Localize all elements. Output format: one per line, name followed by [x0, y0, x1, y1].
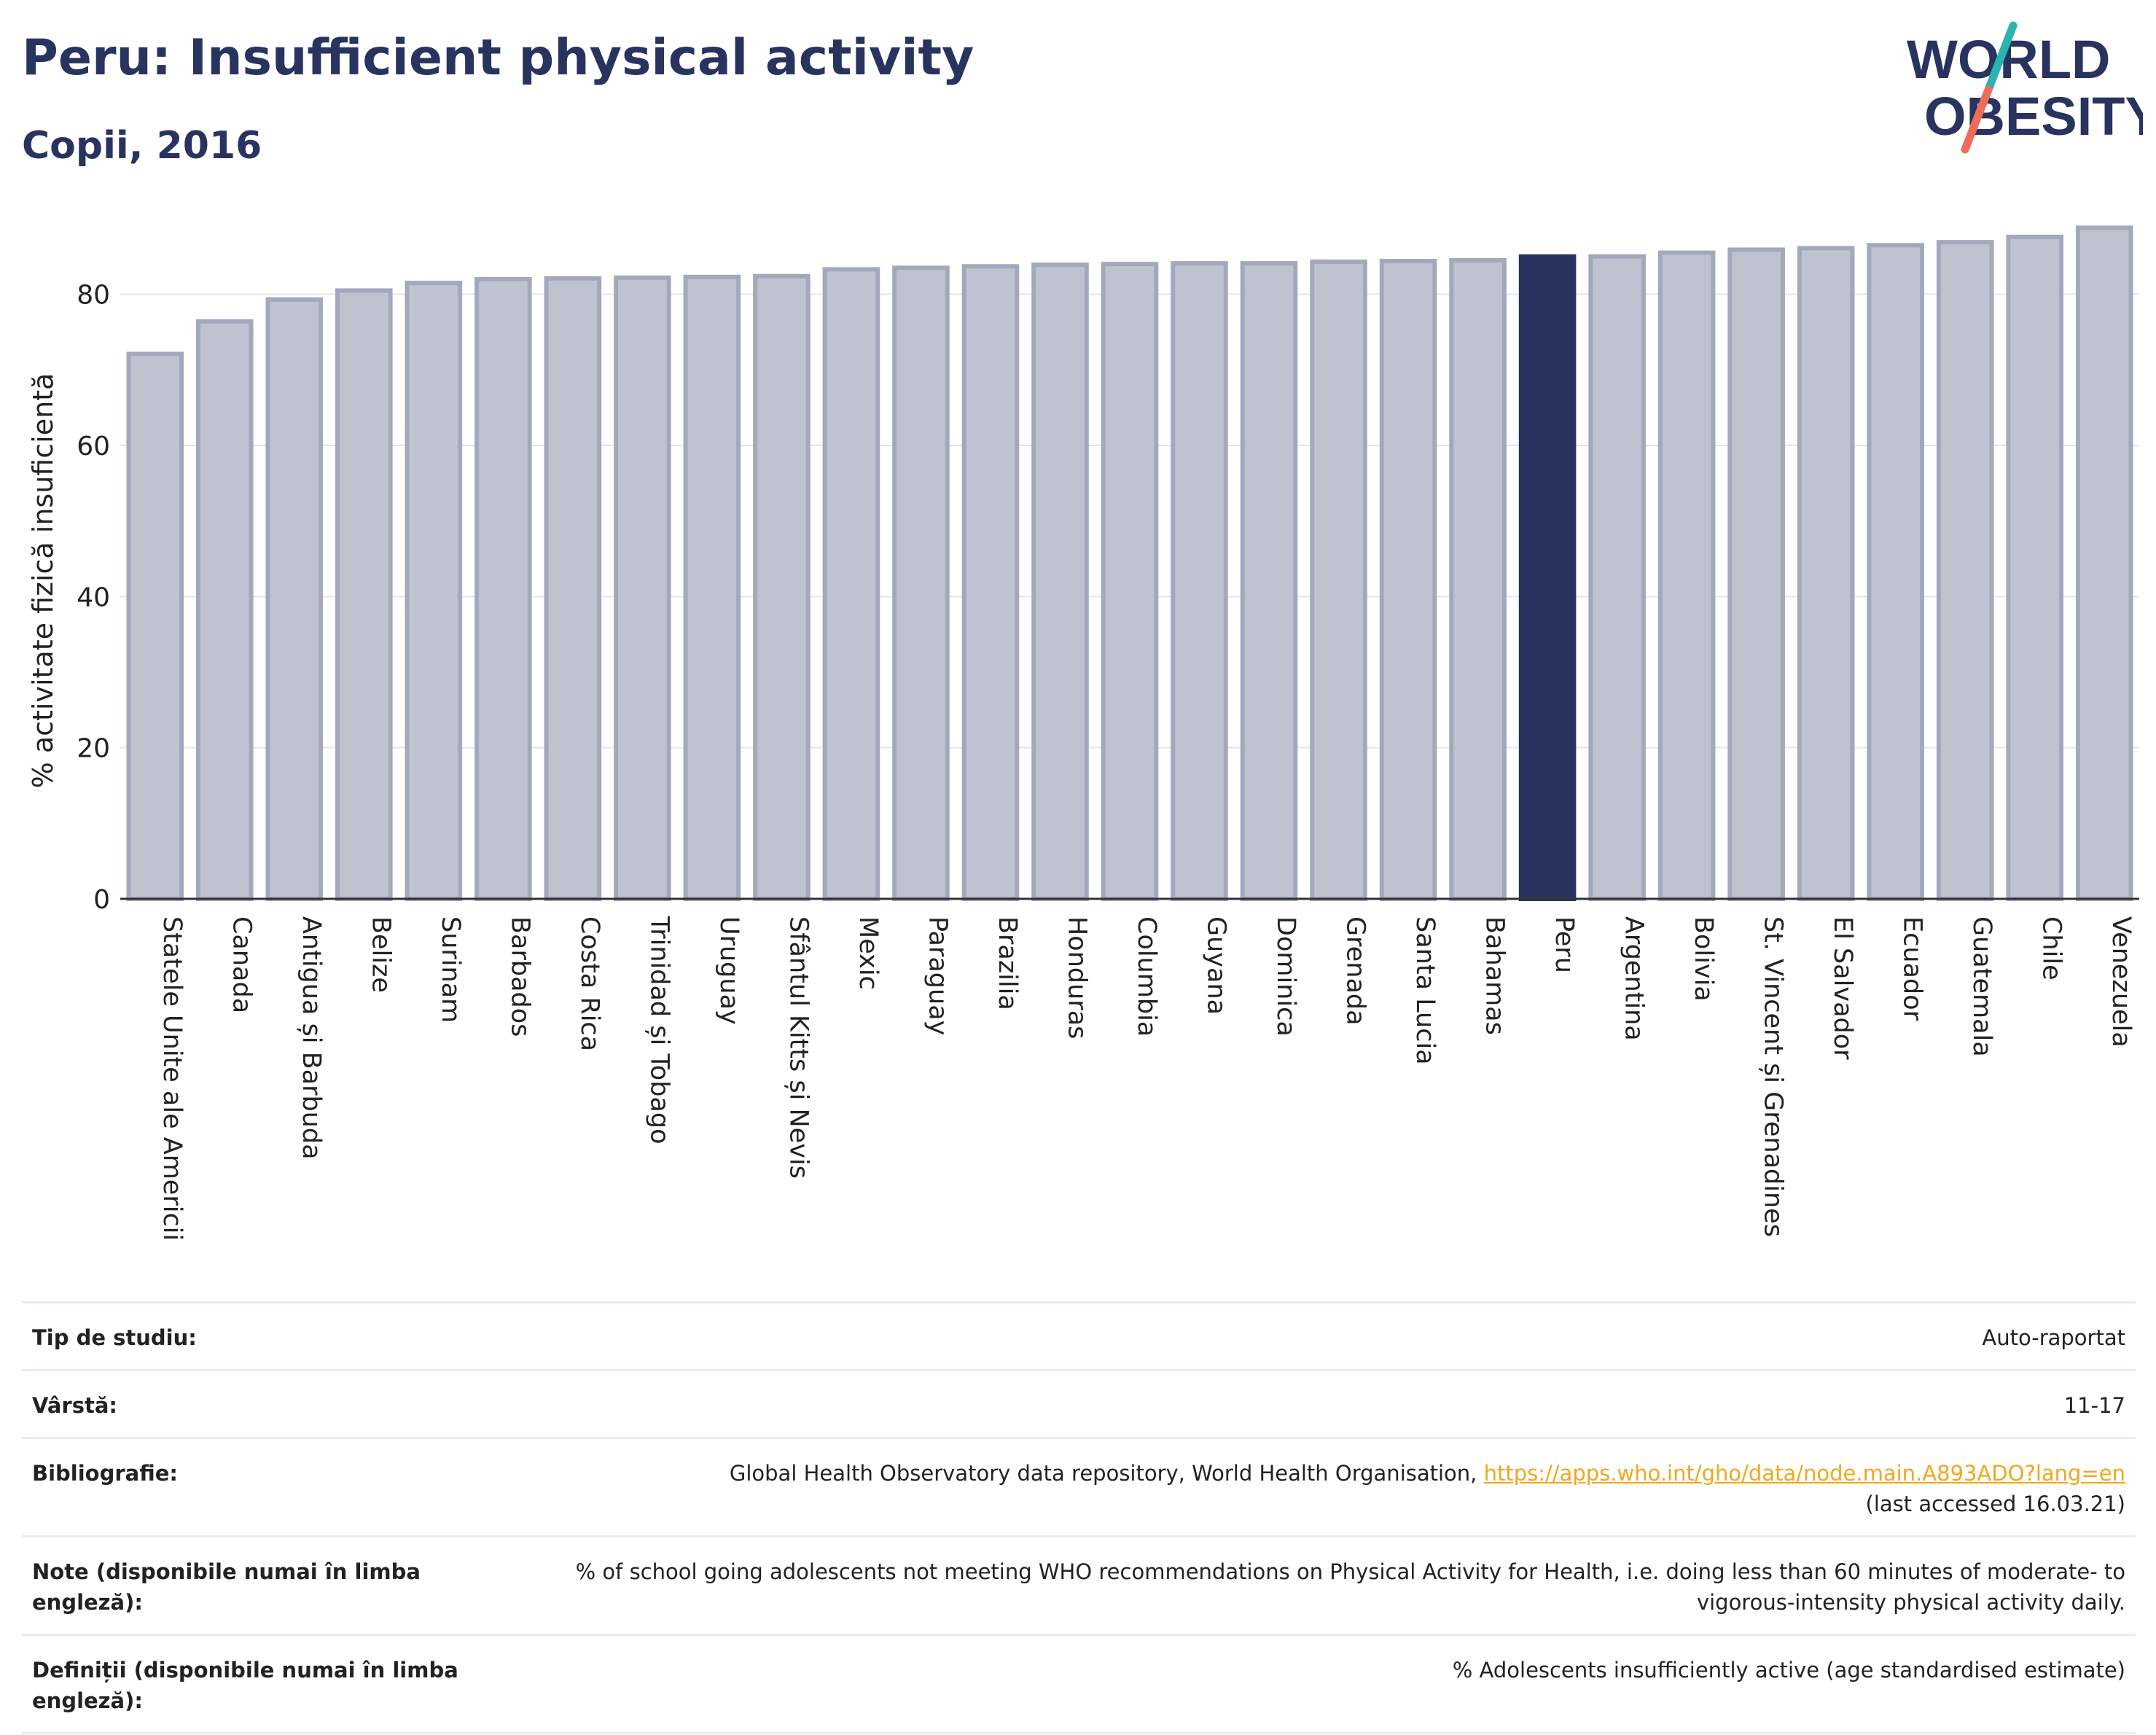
bar: [1588, 254, 1646, 902]
logo-line2: OBESITY: [1924, 86, 2143, 147]
bars: [126, 225, 2133, 902]
logo-slash-bottom: [1961, 85, 1993, 154]
bar: [195, 319, 254, 901]
bar: [335, 288, 393, 901]
info-value: % Adolescents insufficiently active (age…: [1452, 1658, 2125, 1683]
bar: [892, 265, 950, 901]
bar: [2075, 225, 2133, 901]
info-value: % of school going adolescents not meetin…: [575, 1559, 2125, 1615]
x-tick-label: Guyana: [1202, 916, 1231, 1015]
x-tick-label: Bahamas: [1480, 916, 1509, 1035]
bar: [126, 351, 184, 901]
x-tick-label: Surinam: [436, 916, 465, 1023]
axes: 0 20 40 60 80 Statele Unite ale Americii Canad…: [77, 281, 2139, 1241]
y-tick-label: 0: [93, 885, 110, 915]
bar: [822, 267, 880, 901]
bar: [1449, 258, 1507, 901]
info-value: Auto-raportat: [1982, 1325, 2125, 1350]
bar: [614, 275, 671, 901]
chart-subtitle: Copii, 2016: [22, 124, 262, 168]
chart-title: Peru: Insufficient physical activity: [22, 29, 975, 87]
bar: [474, 276, 532, 901]
x-tick-label: Chile: [2037, 916, 2066, 980]
x-tick-label: Paraguay: [923, 916, 952, 1035]
info-table: Tip de studiu: Auto-raportat Vârstă: 11-…: [22, 1301, 2136, 1734]
y-axis-label: % activitate fizică insuficientă: [27, 373, 59, 789]
info-row-bibliography: Bibliografie: Global Health Observatory …: [22, 1438, 2136, 1537]
x-tick-label: Barbados: [505, 916, 534, 1037]
x-tick-label: Statele Unite ale Americii: [157, 916, 187, 1241]
bar: [265, 297, 324, 901]
x-tick-label: Guatemala: [1967, 916, 1996, 1057]
bar: [1657, 250, 1716, 901]
bar: [1797, 246, 1855, 901]
bar: [1867, 243, 1924, 901]
x-tick-label: Uruguay: [714, 916, 743, 1025]
x-tick-label: Sfântul Kitts și Nevis: [784, 916, 813, 1179]
bar: [1031, 262, 1089, 901]
info-row-age: Vârstă: 11-17: [22, 1370, 2136, 1438]
bar: [1727, 247, 1785, 901]
y-tick-label: 80: [77, 281, 110, 311]
x-tick-label: Bolivia: [1689, 916, 1718, 1002]
info-value: Global Health Observatory data repositor…: [509, 1438, 2136, 1537]
bibliography-link[interactable]: https://apps.who.int/gho/data/node.main.…: [1483, 1461, 2125, 1486]
x-tick-label: Costa Rica: [575, 916, 604, 1051]
info-label: Vârstă:: [32, 1393, 118, 1418]
y-tick-label: 60: [77, 432, 110, 461]
x-tick-label: Peru: [1550, 916, 1579, 973]
bar: [405, 281, 463, 902]
x-tick-label: Columbia: [1132, 916, 1161, 1037]
bibliography-text: Global Health Observatory data repositor…: [729, 1461, 1484, 1486]
y-tick-label: 40: [77, 582, 110, 612]
x-tick-label: Santa Lucia: [1410, 916, 1440, 1065]
bar: [961, 264, 1020, 901]
world-obesity-logo: WORLD OBESITY: [1907, 21, 2143, 154]
x-tick-label: Honduras: [1062, 916, 1091, 1039]
info-row-definitions: Definiții (disponibile numai în limba en…: [22, 1634, 2136, 1734]
x-tick-label: Venezuela: [2106, 916, 2136, 1048]
bar: [683, 274, 741, 902]
x-tick-label: St. Vincent și Grenadines: [1759, 916, 1788, 1237]
x-tick-label: Antigua și Barbuda: [297, 916, 326, 1160]
x-tick-label: Belize: [366, 916, 395, 993]
x-tick-label: Brazilia: [993, 916, 1022, 1010]
info-label: Note (disponibile numai în limba engleză…: [32, 1559, 421, 1615]
bar: [1310, 260, 1367, 901]
x-tick-label: Grenada: [1341, 916, 1370, 1026]
x-tick-label: Ecuador: [1898, 916, 1927, 1021]
x-tick-label: Dominica: [1271, 916, 1300, 1037]
info-label: Definiții (disponibile numai în limba en…: [32, 1658, 458, 1713]
bar: [1101, 262, 1159, 901]
info-row-study-type: Tip de studiu: Auto-raportat: [22, 1302, 2136, 1371]
x-tick-label: Canada: [227, 916, 256, 1013]
x-tick-label: Trinidad și Tobago: [644, 916, 673, 1145]
x-tick-label: Argentina: [1620, 916, 1649, 1041]
bar-chart: 0 20 40 60 80 Statele Unite ale Americii Canad…: [27, 225, 2139, 1241]
bar: [1240, 261, 1298, 901]
x-tick-label: El Salvador: [1828, 916, 1857, 1060]
bar: [1171, 261, 1228, 901]
logo-slash-top: [1984, 21, 2018, 94]
info-label: Bibliografie:: [32, 1461, 178, 1486]
bar: [753, 273, 811, 901]
bar: [1936, 240, 1994, 901]
bar: [2006, 234, 2064, 901]
bar: [1379, 259, 1437, 901]
x-tick-label: Mexic: [854, 916, 883, 990]
y-tick-label: 20: [77, 734, 110, 764]
bar-highlighted: [1518, 254, 1577, 902]
bibliography-accessed: (last accessed 16.03.21): [1865, 1492, 2125, 1516]
bar: [544, 276, 602, 901]
info-row-notes: Note (disponibile numai în limba engleză…: [22, 1536, 2136, 1635]
info-label: Tip de studiu:: [32, 1325, 197, 1350]
info-value: 11-17: [2063, 1393, 2125, 1418]
